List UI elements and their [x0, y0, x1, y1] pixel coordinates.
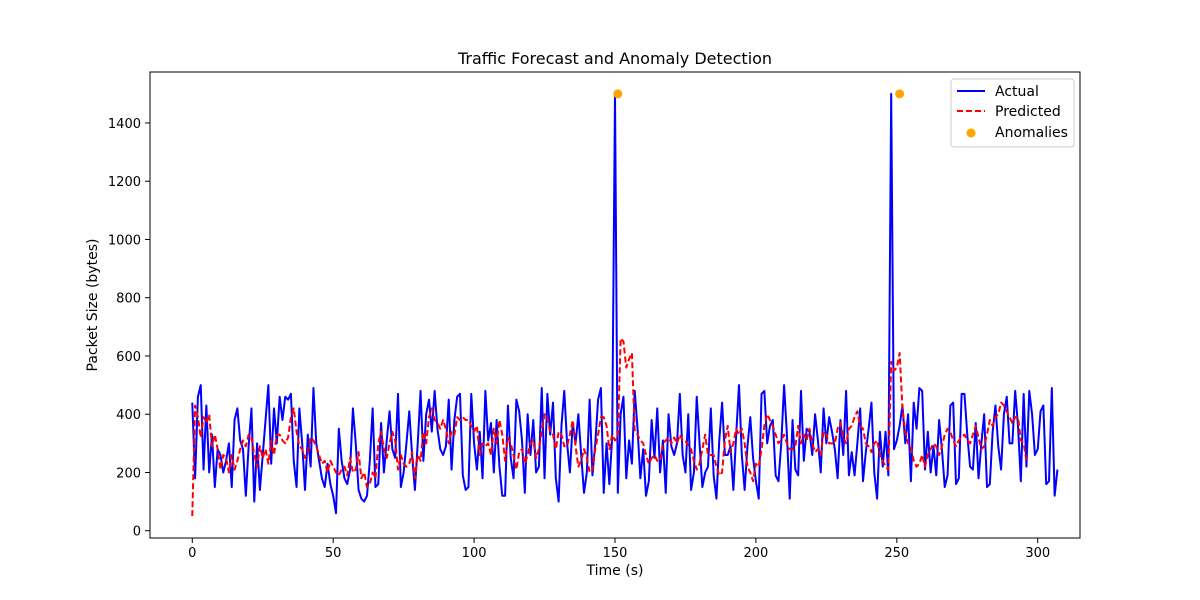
y-tick-label: 1200: [108, 175, 141, 190]
y-tick-label: 600: [116, 350, 141, 365]
y-tick-label: 0: [133, 525, 141, 540]
y-tick-label: 1000: [108, 233, 141, 248]
legend-anomalies-swatch: [966, 128, 976, 138]
plot-area: [191, 89, 1059, 517]
x-tick-label: 150: [603, 546, 628, 561]
x-tick-label: 0: [188, 546, 196, 561]
anomaly-point: [613, 89, 623, 99]
series-line-actual: [191, 92, 1059, 515]
x-axis: 0 50 100 150 200 250 300: [188, 538, 1050, 561]
chart-title: Traffic Forecast and Anomaly Detection: [457, 49, 772, 68]
y-tick-label: 800: [116, 292, 141, 307]
legend-frame: [950, 78, 1075, 148]
y-axis-label: Packet Size (bytes): [85, 239, 101, 372]
series-line-predicted: [191, 337, 1028, 517]
y-axis: 0 200 400 600 800 1000 1200 1400: [108, 117, 150, 540]
legend-anomalies-label: Anomalies: [995, 125, 1068, 141]
legend: Actual Predicted Anomalies: [950, 78, 1075, 148]
x-axis-label: Time (s): [586, 563, 644, 579]
legend-actual-label: Actual: [995, 84, 1039, 100]
anomaly-point: [895, 89, 905, 99]
x-tick-label: 300: [1025, 546, 1050, 561]
y-tick-label: 200: [116, 466, 141, 481]
y-tick-label: 1400: [108, 117, 141, 132]
x-tick-label: 250: [884, 546, 909, 561]
y-tick-label: 400: [116, 408, 141, 423]
x-tick-label: 100: [462, 546, 487, 561]
x-tick-label: 50: [325, 546, 342, 561]
x-tick-label: 200: [743, 546, 768, 561]
legend-predicted-label: Predicted: [995, 104, 1061, 120]
